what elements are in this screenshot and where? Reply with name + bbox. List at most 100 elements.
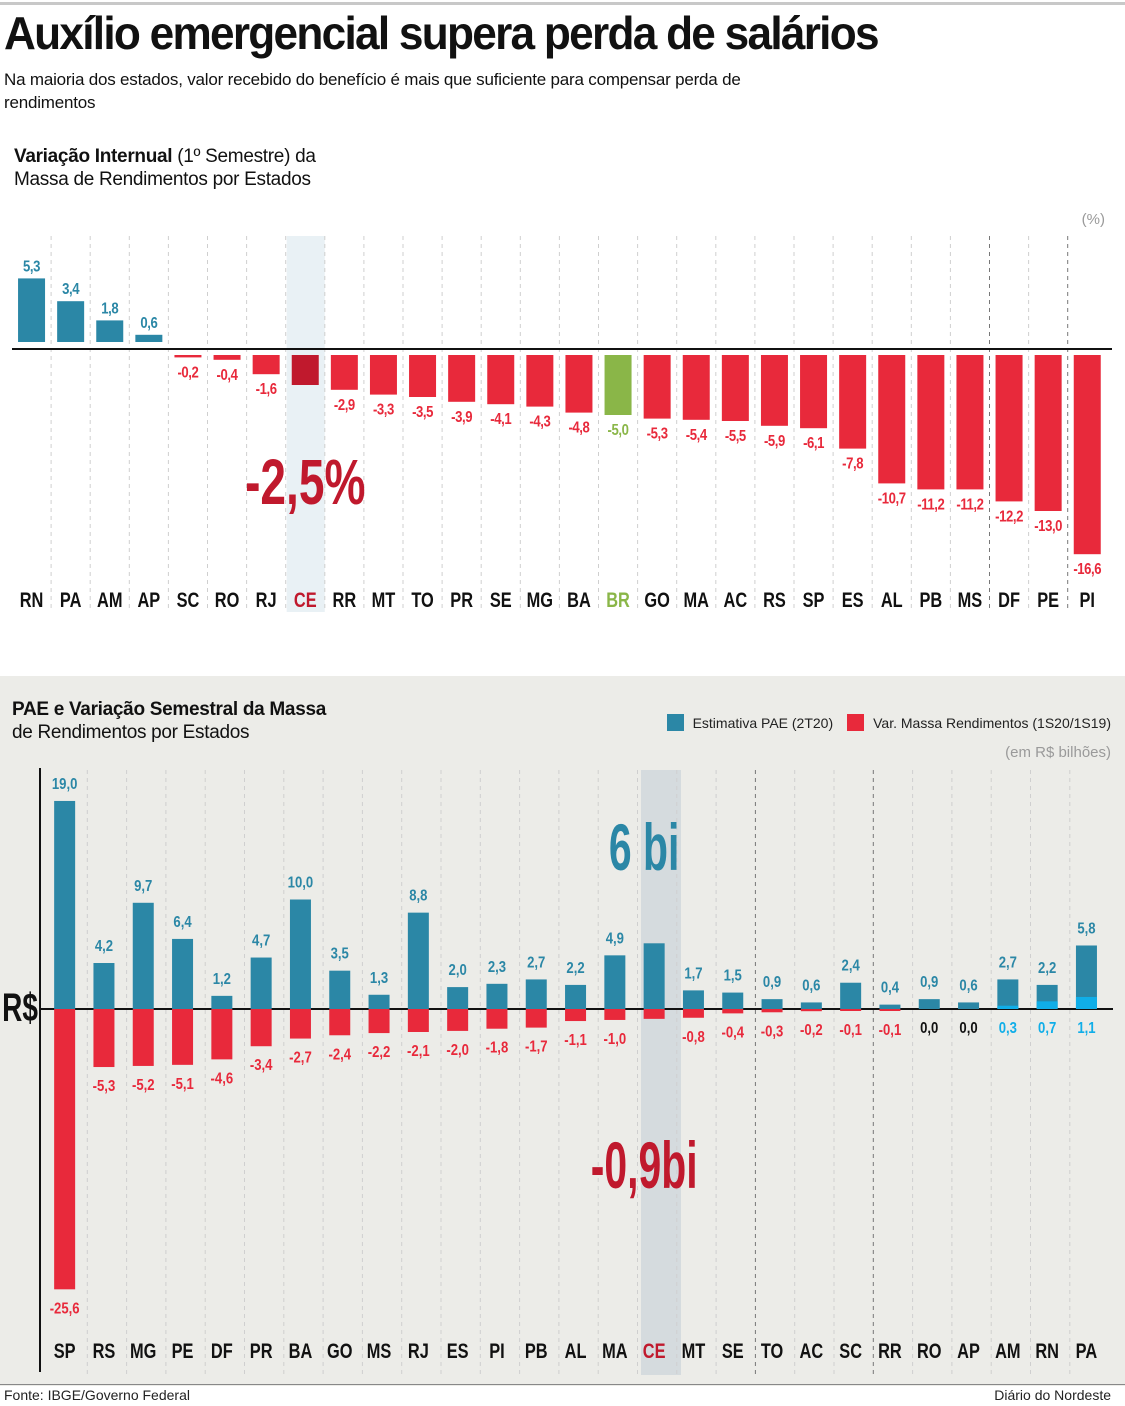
value-label-rr: -2,9 [334,397,355,414]
var-bar-pe [172,1009,194,1065]
pae-bar-mt [682,990,704,1009]
highlight-band-ce [641,770,681,1375]
category-label-sp: SP [803,588,825,611]
var-label-mg: -5,2 [132,1077,155,1094]
value-label-al: -10,7 [878,490,906,507]
publisher-credit: Diário do Nordeste [994,1387,1111,1403]
pae-bar-al [565,984,587,1009]
var-bar-rn [1036,1001,1058,1009]
category-label-rn: RN [20,588,44,611]
pae-label-pa: 5,8 [1077,920,1095,937]
legend-swatch-blue [666,714,684,731]
category-label-ap: AP [137,588,160,611]
category-label-sc: SC [839,1339,862,1362]
pae-label-ba: 10,0 [288,874,314,891]
var-bar-es [447,1009,469,1031]
category-label-mt: MT [372,588,396,611]
value-label-df: -12,2 [995,508,1023,525]
var-label-pr: -3,4 [250,1057,273,1074]
bar-pr [448,355,476,402]
category-label-pi: PI [1080,588,1095,611]
var-label-pb: -1,7 [525,1038,548,1055]
pae-label-pr: 4,7 [252,932,270,949]
pae-bar-ms [368,994,390,1009]
legend-label-pae: Estimativa PAE (2T20) [692,714,834,731]
category-label-pe: PE [1037,588,1059,611]
category-label-pb: PB [525,1339,548,1362]
pae-bar-es [447,987,469,1009]
value-label-mt: -3,3 [373,401,394,418]
chart2-legend: Estimativa PAE (2T20) Var. Massa Rendime… [653,714,1111,731]
bar-al [878,355,906,484]
pae-bar-ap [958,1002,980,1009]
axis-label-currency: R$ [2,986,38,1030]
category-label-mg: MG [527,588,553,611]
bar-ce [291,355,319,385]
pae-bar-se [722,992,744,1009]
var-bar-am [997,1005,1019,1009]
pae-label-am: 2,7 [999,954,1017,971]
value-label-es: -7,8 [842,455,863,472]
chart2-title: PAE e Variação Semestral da Massa de Ren… [12,698,326,744]
category-label-rs: RS [763,588,786,611]
value-label-pa: 3,4 [62,281,80,298]
pae-label-rs: 4,2 [95,938,113,955]
var-label-pa: 1,1 [1077,1020,1095,1037]
category-label-ms: MS [367,1339,392,1362]
value-label-pb: -11,2 [917,496,944,513]
category-label-ma: MA [684,588,710,611]
pae-bar-sp [54,800,76,1009]
var-bar-sc [840,1009,862,1011]
chart1-title: Variação Internual (1º Semestre) da Mass… [14,145,316,191]
var-bar-mg [132,1009,154,1066]
pae-label-ac: 0,6 [802,977,820,994]
var-bar-to [761,1009,783,1013]
pae-bar-to [761,999,783,1009]
highlight-value-ce: -2,5% [245,447,365,518]
category-label-al: AL [565,1339,587,1362]
pae-bar-mg [132,902,154,1009]
var-label-ro: 0,0 [920,1020,938,1037]
var-bar-go [329,1009,351,1036]
value-label-ms: -11,2 [956,496,983,513]
category-label-ce: CE [294,588,317,611]
pae-bar-rr [879,1004,901,1009]
chart1-title-line2: Massa de Rendimentos por Estados [14,169,311,190]
value-label-ac: -5,5 [725,428,746,445]
pae-label-sp: 19,0 [52,776,78,793]
var-label-es: -2,0 [446,1042,469,1059]
pae-bar-pb [525,979,547,1009]
bar-ap [135,334,163,342]
var-bar-pr [250,1009,272,1047]
category-label-sc: SC [177,588,200,611]
bar-rs [760,355,788,426]
pae-label-mg: 9,7 [134,878,152,895]
pae-label-ap: 0,6 [959,977,977,994]
bar-mt [369,355,397,395]
value-label-rn: 5,3 [23,258,40,275]
bar-pe [1034,355,1062,511]
var-label-ms: -2,2 [368,1044,391,1061]
category-label-go: GO [327,1339,352,1362]
pae-bar-pa [1075,945,1097,1009]
value-label-ma: -5,4 [686,427,708,444]
category-label-ap: AP [957,1339,980,1362]
pae-bar-go [329,970,351,1009]
var-label-df: -4,6 [211,1070,234,1087]
highlight-var-ce: -0,9bi [591,1128,698,1203]
category-label-am: AM [995,1339,1020,1362]
category-label-ro: RO [917,1339,942,1362]
pae-bar-pi [486,983,508,1009]
value-label-pr: -3,9 [451,409,472,426]
category-label-es: ES [842,588,864,611]
bar-sc [174,355,202,358]
chart1-unit: (%) [1081,211,1105,228]
var-bar-sp [54,1009,76,1290]
value-label-ap: 0,6 [140,315,157,332]
footer-rule [0,1384,1125,1385]
bar-ms [956,355,984,490]
var-label-se: -0,4 [721,1024,744,1041]
category-label-pe: PE [172,1339,194,1362]
pae-label-go: 3,5 [331,946,349,963]
